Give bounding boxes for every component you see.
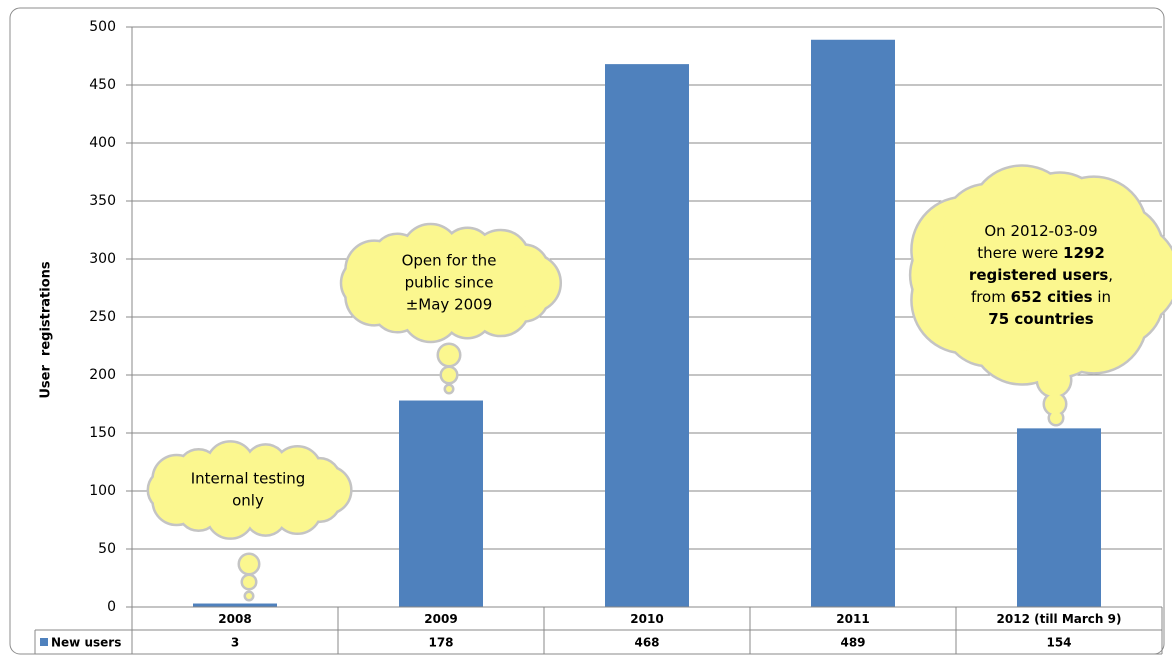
callout-text: there were 1292 xyxy=(977,244,1105,262)
y-tick-label: 450 xyxy=(89,77,116,93)
y-axis-label: User registrations xyxy=(39,261,54,399)
x-tick-label: 2008 xyxy=(218,612,251,626)
cloud-part xyxy=(1050,412,1062,424)
y-tick-label: 0 xyxy=(107,599,116,615)
callout-text: only xyxy=(232,492,264,510)
cloud-part xyxy=(937,198,1145,352)
callout-run: there were xyxy=(977,244,1063,262)
cloud-part xyxy=(246,593,252,599)
x-tick-label: 2011 xyxy=(836,612,869,626)
y-tick-label: 200 xyxy=(89,367,116,383)
callout: On 2012-03-09 there were 1292 registered u… xyxy=(908,164,1172,427)
bar xyxy=(1017,428,1101,607)
x-tick-label: 2012 (till March 9) xyxy=(997,612,1122,626)
callout-text: On 2012-03-09 xyxy=(984,222,1097,240)
callout-text: Open for the xyxy=(402,252,497,270)
callout-run: in xyxy=(1093,288,1111,306)
table-value: 178 xyxy=(428,636,453,650)
legend-key xyxy=(40,638,48,646)
x-tick-label: 2009 xyxy=(424,612,457,626)
legend-label: New users xyxy=(51,636,121,650)
callout-run: from xyxy=(971,288,1011,306)
callout-text: from 652 cities in xyxy=(971,288,1111,306)
callout: Open for the public since ±May 2009 xyxy=(339,222,563,395)
bar xyxy=(811,39,895,607)
y-tick-label: 400 xyxy=(89,135,116,151)
table-value: 468 xyxy=(634,636,659,650)
cloud-part xyxy=(243,576,255,588)
y-tick-label: 500 xyxy=(89,19,116,35)
cloud-part xyxy=(160,456,336,524)
cloud-part xyxy=(442,368,456,382)
callout-text: 75 countries xyxy=(988,310,1094,328)
callout-text: ±May 2009 xyxy=(406,296,493,314)
cloud-part xyxy=(439,345,459,365)
y-tick-label: 250 xyxy=(89,309,116,325)
callout-run: registered users xyxy=(969,266,1108,284)
cloud-part xyxy=(1038,364,1070,396)
table-value: 489 xyxy=(840,636,865,650)
y-tick-label: 300 xyxy=(89,251,116,267)
cloud-part xyxy=(240,555,258,573)
bar xyxy=(193,603,277,607)
table-value: 154 xyxy=(1046,636,1071,650)
bar xyxy=(605,64,689,608)
y-tick-label: 100 xyxy=(89,483,116,499)
cloud-part xyxy=(446,386,452,392)
table-value: 3 xyxy=(231,636,239,650)
y-tick-label: 50 xyxy=(98,541,116,557)
callout-run: 75 countries xyxy=(988,310,1094,328)
callout-text: registered users, xyxy=(969,266,1113,284)
callout-text: Internal testing xyxy=(191,470,306,488)
callout-run: 1292 xyxy=(1063,244,1105,262)
y-tick-label: 350 xyxy=(89,193,116,209)
cloud-part xyxy=(356,242,542,324)
callout-run: On 2012-03-09 xyxy=(984,222,1097,240)
bar xyxy=(399,400,483,607)
y-tick-label: 150 xyxy=(89,425,116,441)
cloud-part xyxy=(1045,394,1065,414)
callout-run: , xyxy=(1108,266,1113,284)
x-tick-label: 2010 xyxy=(630,612,663,626)
callout-run: 652 cities xyxy=(1011,288,1093,306)
callout: Internal testing only xyxy=(146,440,353,602)
callout-text: public since xyxy=(405,274,494,292)
